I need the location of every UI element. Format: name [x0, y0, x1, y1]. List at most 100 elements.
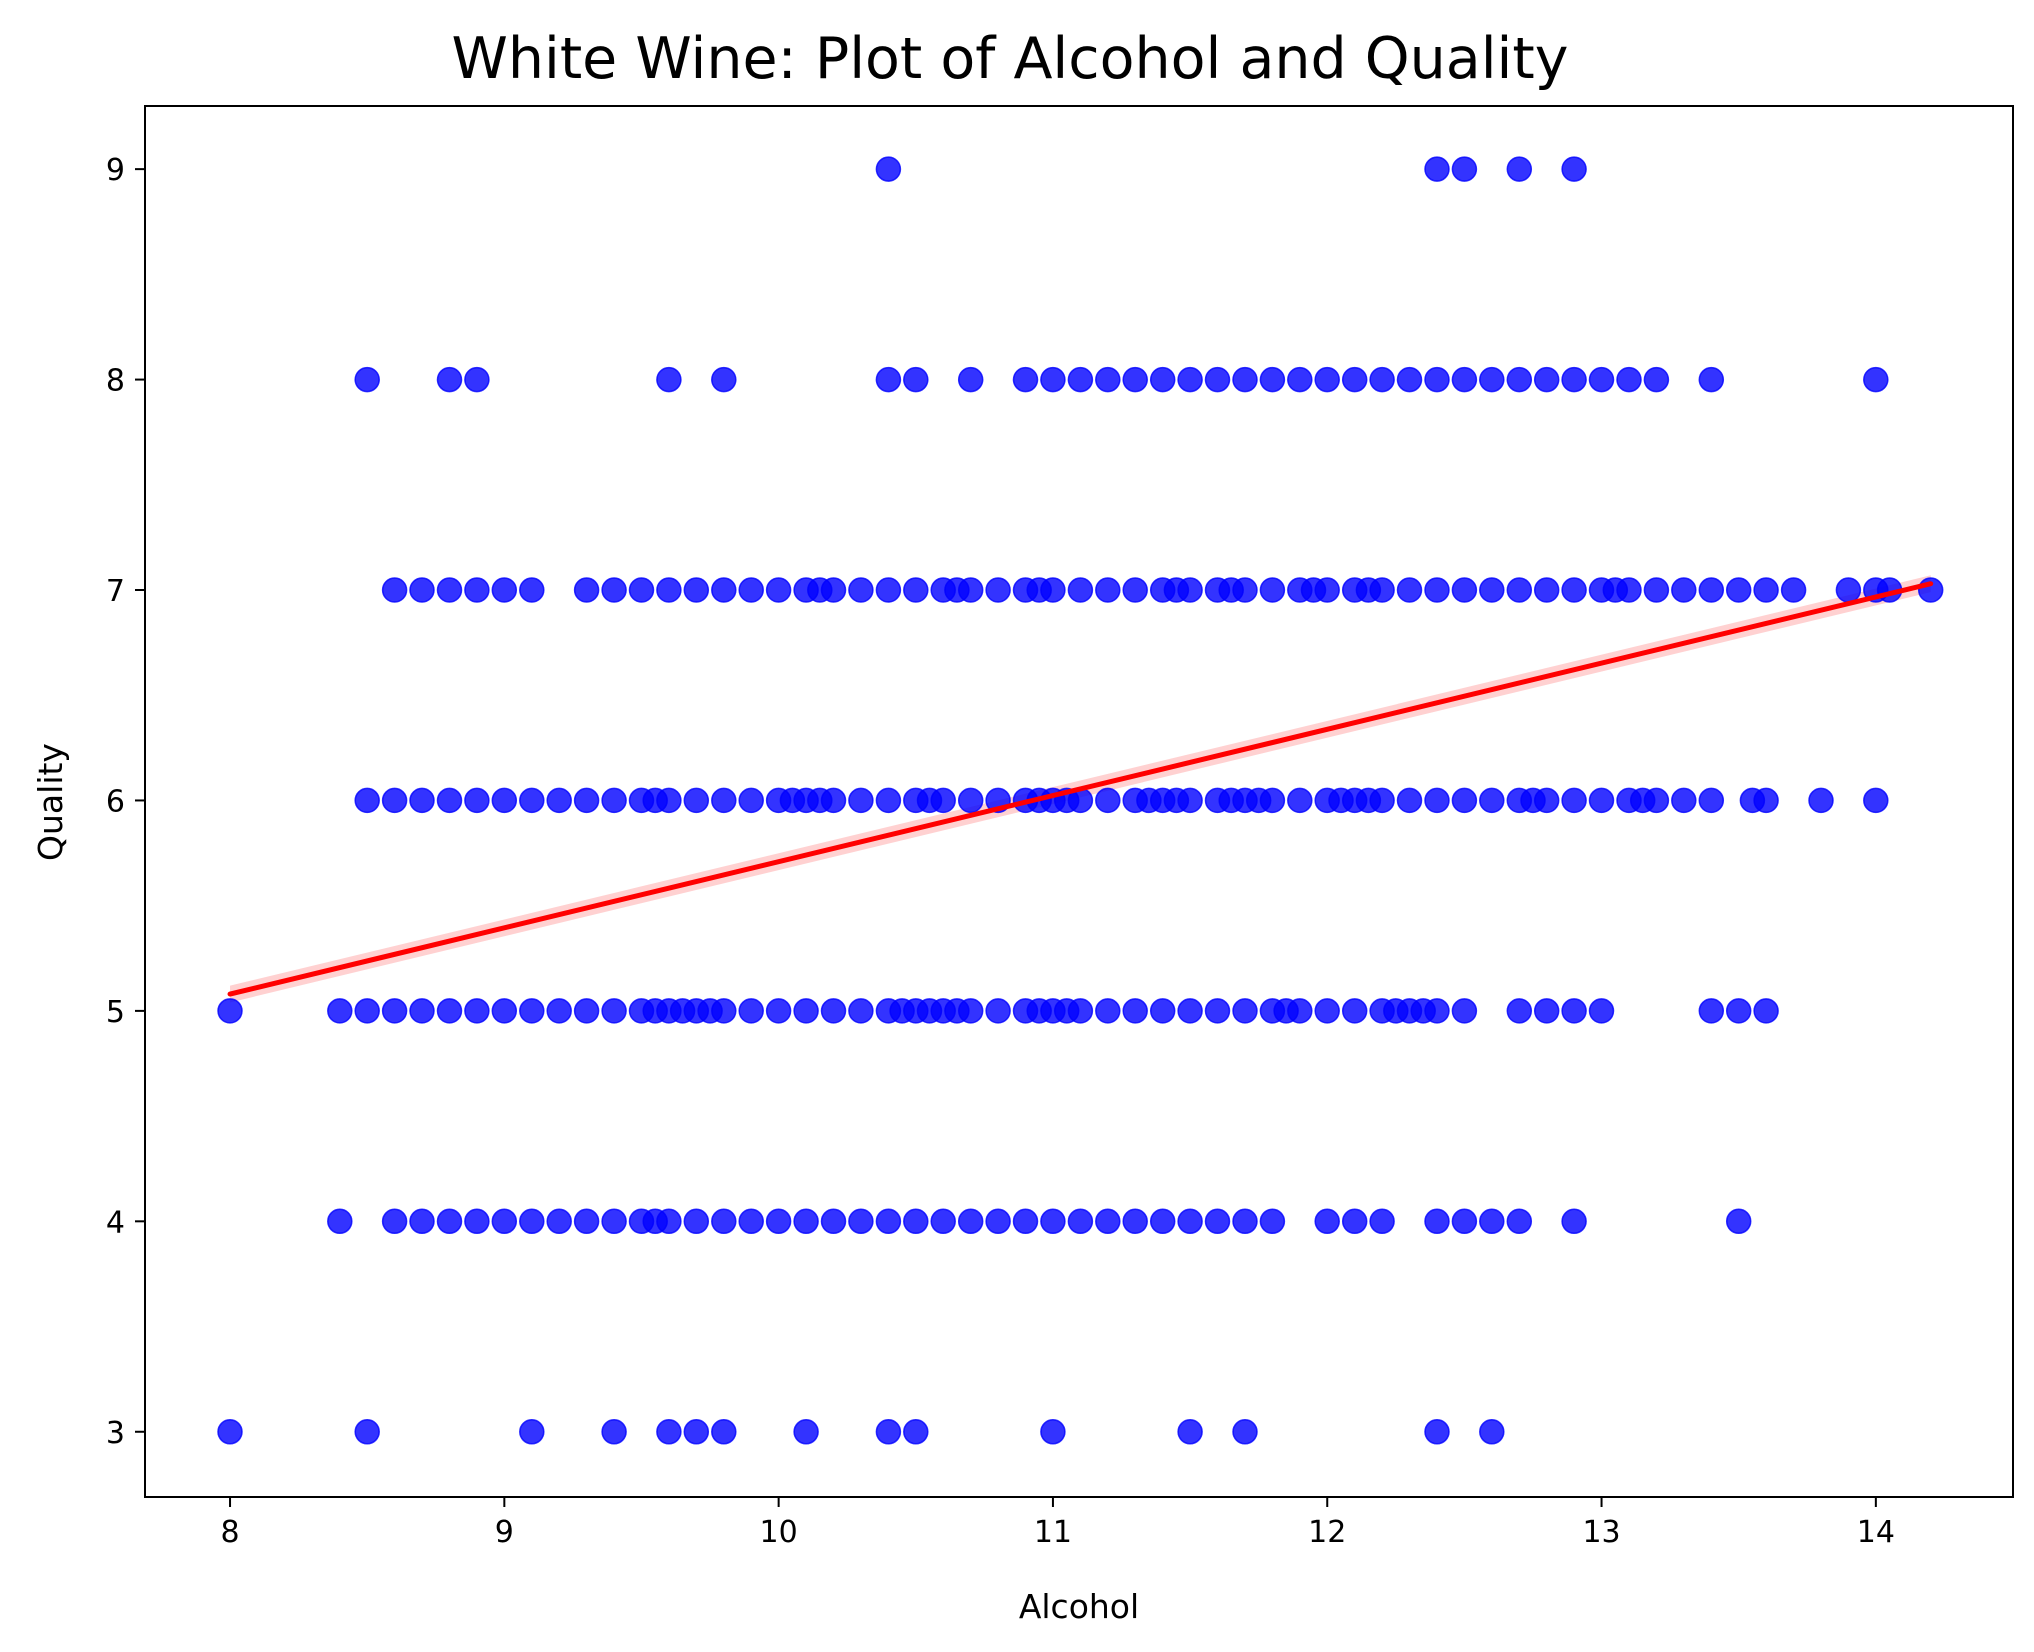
data-point	[875, 787, 902, 814]
data-point	[820, 1208, 847, 1235]
data-point	[1369, 1208, 1395, 1235]
data-point	[1698, 787, 1725, 814]
data-point	[1369, 366, 1395, 393]
data-point	[381, 1208, 408, 1235]
data-point	[327, 998, 353, 1024]
data-point	[1122, 366, 1148, 393]
data-point	[656, 577, 682, 603]
data-point	[1177, 1208, 1203, 1235]
x-tick-label: 9	[495, 1515, 514, 1550]
data-point	[1643, 787, 1670, 814]
data-point	[765, 577, 792, 603]
data-point	[1451, 1208, 1478, 1235]
data-point	[217, 998, 243, 1024]
data-point	[1424, 156, 1450, 182]
data-point	[1479, 787, 1505, 814]
data-point	[1506, 577, 1533, 603]
data-point	[491, 787, 518, 814]
data-point	[409, 577, 435, 603]
x-axis: 8 9 10 11 12 13 14	[220, 1497, 1895, 1550]
data-point	[820, 577, 847, 603]
data-point	[1040, 577, 1066, 603]
x-axis-label: Alcohol	[1019, 1587, 1139, 1626]
data-point	[1561, 998, 1587, 1024]
data-point	[1067, 577, 1094, 603]
data-point	[1588, 787, 1615, 814]
data-point	[1533, 366, 1560, 393]
data-point	[1561, 577, 1587, 603]
data-point	[656, 1208, 682, 1235]
data-point	[1808, 787, 1834, 814]
data-point	[1424, 787, 1450, 814]
data-point	[1232, 1208, 1258, 1235]
data-point	[1095, 787, 1121, 814]
data-point	[985, 998, 1011, 1024]
data-point	[1725, 998, 1752, 1024]
data-point	[1753, 998, 1779, 1024]
data-point	[354, 366, 380, 393]
data-point	[519, 998, 545, 1024]
data-point	[491, 1208, 518, 1235]
data-point	[793, 998, 819, 1024]
data-point	[409, 1208, 435, 1235]
data-point	[875, 366, 902, 393]
y-tick-label: 3	[106, 1416, 125, 1451]
data-point	[519, 1419, 545, 1445]
data-point	[519, 577, 545, 603]
data-point	[1725, 1208, 1752, 1235]
data-point	[1479, 577, 1505, 603]
data-point	[848, 787, 874, 814]
y-axis: 3 4 5 6 7 8 9	[106, 153, 145, 1451]
data-point	[711, 787, 737, 814]
data-point	[738, 787, 764, 814]
data-point	[1396, 366, 1423, 393]
data-point	[765, 998, 792, 1024]
data-point	[711, 366, 737, 393]
data-point	[546, 1208, 572, 1235]
data-point	[711, 998, 737, 1024]
data-point	[1149, 998, 1176, 1024]
data-point	[1177, 787, 1203, 814]
data-point	[1314, 998, 1340, 1024]
data-point	[1095, 998, 1121, 1024]
data-point	[957, 787, 984, 814]
data-point	[464, 366, 490, 393]
data-point	[1067, 1208, 1094, 1235]
data-point	[1095, 1208, 1121, 1235]
y-tick-label: 8	[106, 364, 125, 399]
data-point	[1424, 1208, 1450, 1235]
data-point	[381, 577, 408, 603]
data-point	[491, 998, 518, 1024]
data-point	[601, 1208, 627, 1235]
data-point	[1451, 156, 1478, 182]
data-point	[930, 787, 956, 814]
data-point	[1040, 1419, 1066, 1445]
data-point	[793, 1208, 819, 1235]
data-point	[1067, 998, 1094, 1024]
data-point	[1671, 787, 1697, 814]
data-point	[1314, 577, 1340, 603]
data-point	[1040, 366, 1066, 393]
data-point	[601, 998, 627, 1024]
data-point	[957, 366, 984, 393]
data-point	[1341, 1208, 1368, 1235]
data-point	[1232, 1419, 1258, 1445]
data-point	[738, 1208, 764, 1235]
data-point	[848, 1208, 874, 1235]
data-point	[573, 998, 600, 1024]
data-point	[1671, 577, 1697, 603]
data-point	[1588, 366, 1615, 393]
data-point	[683, 1208, 710, 1235]
data-point	[1204, 998, 1231, 1024]
data-point	[1067, 366, 1094, 393]
y-tick-label: 6	[106, 784, 125, 819]
data-point	[436, 366, 463, 393]
data-point	[656, 1419, 682, 1445]
data-point	[1177, 577, 1203, 603]
x-tick-label: 12	[1308, 1515, 1346, 1550]
data-point	[327, 1208, 353, 1235]
data-point	[875, 577, 902, 603]
data-point	[1424, 366, 1450, 393]
data-point	[793, 1419, 819, 1445]
